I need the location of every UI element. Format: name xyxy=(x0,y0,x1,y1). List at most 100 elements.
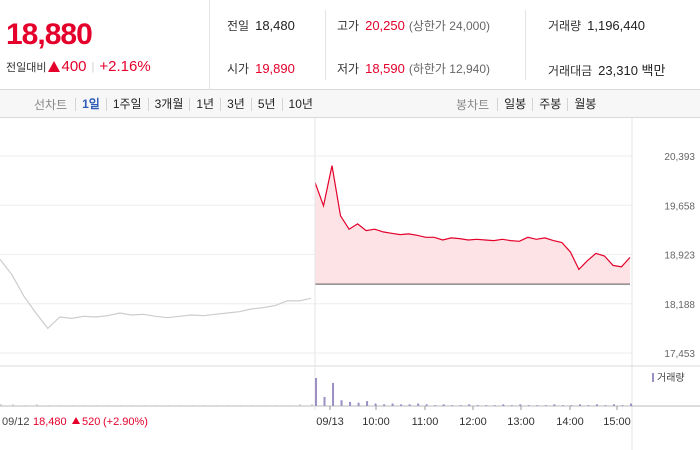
stat-prev-close: 전일 18,480 xyxy=(227,17,295,34)
stat-volume: 거래량 1,196,440 xyxy=(548,17,645,34)
tab-3y[interactable]: 3년 xyxy=(220,98,251,111)
volume-bar xyxy=(131,405,134,406)
candle-chart-title: 봉차트 xyxy=(456,98,490,112)
y-tick-label: 20,393 xyxy=(664,152,695,163)
volume-bar xyxy=(155,405,158,406)
up-triangle-icon xyxy=(72,417,80,424)
volume-bar xyxy=(604,405,607,406)
change-amount: 400 xyxy=(61,58,87,75)
tab-daily[interactable]: 일봉 xyxy=(497,98,532,111)
divider: | xyxy=(91,60,95,73)
stats-panel: 전일 18,480 고가 20,250 (상한가 24,000) 거래량 1,196,4… xyxy=(210,0,700,90)
prev-day-summary: 09/12 18,480 520 (+2.90%) xyxy=(2,416,148,428)
stat-high: 고가 20,250 (상한가 24,000) xyxy=(337,17,490,34)
quote-header: 18,880 전일대비 400 | +2.16% 전일 18,480 고가 20,2… xyxy=(0,0,700,90)
volume-bar xyxy=(251,405,254,406)
stat-label: 고가 xyxy=(337,19,360,33)
volume-bar xyxy=(167,405,170,406)
volume-legend-swatch xyxy=(652,373,654,382)
volume-bar xyxy=(527,405,530,406)
up-triangle-icon xyxy=(48,61,61,72)
x-tick-label: 12:00 xyxy=(459,416,487,428)
prev-day-close: 18,480 xyxy=(33,416,67,428)
stat-label: 거래대금 xyxy=(548,64,593,78)
upper-limit: (상한가 24,000) xyxy=(408,19,491,33)
today-price-line xyxy=(314,165,631,271)
x-tick-label: 15:00 xyxy=(603,416,631,428)
x-tick-label: 10:00 xyxy=(362,416,390,428)
volume-bar xyxy=(493,405,496,406)
volume-bar xyxy=(179,405,182,406)
price-chart: 20,393 19,658 18,923 18,188 17,453 09/13 10:0… xyxy=(0,118,700,450)
change-percent: +2.16% xyxy=(99,58,151,75)
tab-weekly[interactable]: 주봉 xyxy=(532,98,567,111)
volume-bar xyxy=(95,405,98,406)
volume-bar xyxy=(519,404,522,406)
volume-bar xyxy=(11,404,14,406)
volume-bar xyxy=(587,405,590,406)
volume-bar xyxy=(315,378,317,406)
stat-label: 시가 xyxy=(227,62,250,76)
today-area-fill xyxy=(315,165,630,285)
stat-open: 시가 19,890 xyxy=(227,60,295,77)
change-row: 전일대비 400 | +2.16% xyxy=(6,58,209,75)
stat-label: 저가 xyxy=(337,62,360,76)
volume-bar xyxy=(570,405,573,406)
line-chart-title: 선차트 xyxy=(34,98,68,112)
volume-bar xyxy=(485,405,488,406)
volume-bar xyxy=(0,404,2,406)
tab-1y[interactable]: 1년 xyxy=(189,98,220,111)
volume-bar xyxy=(107,405,110,406)
volume-bar xyxy=(275,405,278,406)
chart-grid xyxy=(0,118,700,450)
tab-5y[interactable]: 5년 xyxy=(250,98,282,111)
volume-bar xyxy=(468,404,471,406)
volume-bar xyxy=(71,405,74,406)
volume-bar xyxy=(23,405,26,406)
stat-label: 전일 xyxy=(227,19,250,33)
stat-value: 1,196,440 xyxy=(587,18,645,33)
current-price: 18,880 xyxy=(6,18,93,51)
prev-day-label: 09/12 xyxy=(2,416,30,428)
y-tick-label: 18,923 xyxy=(664,251,695,262)
change-label: 전일대비 xyxy=(6,61,47,74)
volume-bar xyxy=(191,405,194,406)
volume-bars xyxy=(0,378,632,406)
volume-bar xyxy=(425,404,428,406)
volume-bar xyxy=(263,405,266,406)
volume-bar xyxy=(59,405,62,406)
tab-1w[interactable]: 1주일 xyxy=(105,98,148,111)
tab-1d[interactable]: 1일 xyxy=(75,98,106,111)
volume-bar xyxy=(83,405,86,406)
stat-low: 저가 18,590 (하한가 12,940) xyxy=(337,60,490,77)
y-tick-label: 18,188 xyxy=(664,300,695,311)
stat-value: 23,310 백만 xyxy=(598,63,666,78)
volume-bar xyxy=(553,404,556,406)
volume-bar xyxy=(630,403,632,406)
volume-bar xyxy=(408,404,411,406)
volume-bar xyxy=(35,404,38,406)
volume-bar xyxy=(417,403,420,406)
prev-day-change: 520 xyxy=(82,416,100,428)
volume-bar xyxy=(357,402,360,406)
volume-bar xyxy=(215,405,218,406)
stat-trading-value: 거래대금 23,310 백만 xyxy=(548,60,665,79)
candle-chart-tabs: 봉차트 일봉 주봉 월봉 xyxy=(456,96,602,113)
x-tick-label: 09/13 xyxy=(316,416,344,428)
lower-limit: (하한가 12,940) xyxy=(408,62,491,76)
y-axis: 20,393 19,658 18,923 18,188 17,453 xyxy=(664,152,695,360)
tab-10y[interactable]: 10년 xyxy=(281,98,319,111)
tab-monthly[interactable]: 월봉 xyxy=(567,98,602,111)
volume-bar xyxy=(400,404,403,406)
volume-bar xyxy=(459,405,462,406)
volume-bar xyxy=(434,405,437,406)
volume-bar xyxy=(227,405,230,406)
x-tick-label: 13:00 xyxy=(507,416,535,428)
volume-bar xyxy=(442,404,445,406)
tab-3m[interactable]: 3개월 xyxy=(147,98,190,111)
volume-bar xyxy=(561,405,564,406)
volume-bar xyxy=(239,405,242,406)
volume-bar xyxy=(578,404,581,406)
divider xyxy=(525,10,526,80)
volume-bar xyxy=(391,403,394,406)
